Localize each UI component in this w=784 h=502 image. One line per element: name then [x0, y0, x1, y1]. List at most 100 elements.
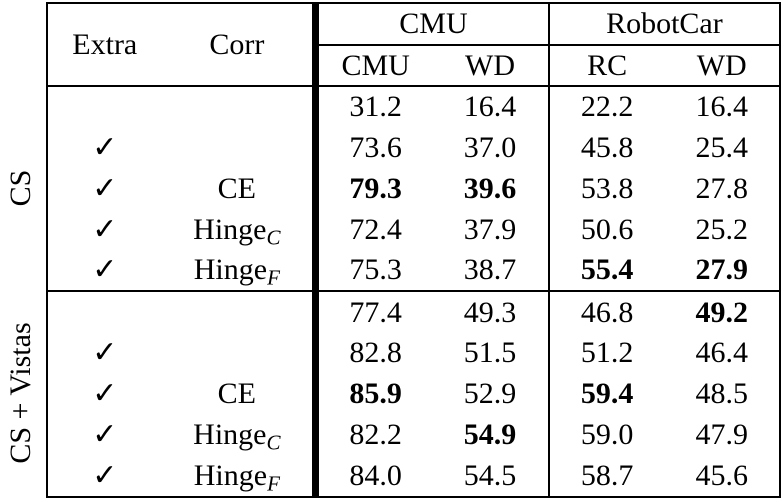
value-cell: 37.9 [463, 212, 517, 246]
checkmark-icon: ✓ [92, 377, 118, 411]
extra-cell: ✓ [47, 333, 162, 374]
table-row: 31.2 16.4 22.2 16.4 [47, 86, 780, 128]
extra-cell: ✓ [47, 127, 162, 168]
value-cell: 38.7 [463, 253, 517, 287]
value-cell: 25.4 [695, 130, 748, 164]
value-cell: 79.3 [312, 168, 433, 210]
value-cell: 47.9 [695, 418, 748, 452]
extra-cell: ✓ [47, 374, 162, 415]
value-cell: 51.5 [463, 336, 517, 370]
subheader-cmu: CMU [312, 45, 433, 86]
checkmark-icon: ✓ [92, 418, 118, 452]
value-cell: 25.2 [695, 212, 748, 246]
extra-cell: ✓ [47, 168, 162, 209]
checkmark-icon: ✓ [92, 171, 118, 205]
corr-cell [162, 127, 316, 168]
value-cell: 53.8 [547, 168, 665, 210]
corr-label: Hinge [193, 253, 268, 287]
table-row: ✓ HingeC 82.2 54.9 59.0 47.9 [47, 414, 780, 456]
value-cell: 51.2 [547, 332, 665, 374]
value-cell: 16.4 [463, 90, 517, 124]
corr-cell: HingeF [162, 456, 316, 497]
value-cell: 55.4 [547, 250, 665, 292]
extra-cell: ✓ [47, 209, 162, 250]
table-row: ✓ HingeF 75.3 38.7 55.4 27.9 [47, 250, 780, 292]
value-cell: 82.2 [312, 414, 433, 456]
sub-header-row: CMU WD RC WD [47, 45, 780, 86]
table-row: ✓ CE 79.3 39.6 53.8 27.8 [47, 168, 780, 210]
checkmark-icon: ✓ [92, 458, 118, 492]
checkmark-icon: ✓ [92, 253, 118, 287]
subheader-cmu-wd: WD [465, 48, 515, 82]
value-cell: 59.0 [547, 414, 665, 456]
corr-label: Hinge [193, 212, 267, 246]
value-cell: 46.4 [695, 336, 748, 370]
value-cell: 52.9 [463, 377, 517, 411]
column-header-corr: Corr [209, 27, 265, 61]
value-cell: 49.2 [664, 290, 780, 333]
value-cell: 54.9 [463, 418, 517, 452]
group-header-row: Extra Corr CMU RobotCar [47, 3, 780, 61]
corr-label: Hinge [193, 458, 268, 492]
corr-cell: HingeC [162, 209, 316, 250]
checkmark-icon: ✓ [92, 212, 118, 246]
table-row: ✓ 82.8 51.5 51.2 46.4 [47, 332, 780, 374]
subheader-rc: RC [547, 45, 665, 86]
extra-cell: ✓ [47, 456, 162, 497]
corr-cell: HingeF [162, 250, 316, 291]
corr-subscript: F [267, 265, 280, 290]
table-row: 77.4 49.3 46.8 49.2 [47, 290, 780, 333]
corr-cell: CE [162, 374, 316, 415]
corr-cell: CE [162, 168, 316, 209]
corr-cell [161, 290, 316, 333]
value-cell: 73.6 [312, 127, 433, 169]
side-label-cs-vistas: CS + Vistas [4, 322, 37, 464]
value-cell: 58.7 [547, 455, 665, 497]
extra-cell-empty [47, 290, 162, 333]
value-cell: 82.8 [312, 332, 433, 374]
column-header-extra: Extra [72, 27, 138, 61]
value-cell: 45.8 [547, 127, 665, 169]
value-cell: 59.4 [547, 373, 665, 415]
value-cell: 27.9 [695, 253, 748, 287]
value-cell: 31.2 [312, 86, 433, 128]
corr-label: Hinge [193, 418, 267, 452]
corr-cell [162, 333, 316, 374]
extra-cell-empty [47, 86, 162, 127]
table-row: ✓ 73.6 37.0 45.8 25.4 [47, 127, 780, 169]
group-header-cmu: CMU [312, 3, 549, 46]
table-row: ✓ HingeC 72.4 37.9 50.6 25.2 [47, 209, 780, 251]
table-row: ✓ HingeF 84.0 54.5 58.7 45.6 [47, 455, 780, 497]
value-cell: 75.3 [312, 250, 433, 292]
value-cell: 45.6 [695, 458, 748, 492]
value-cell: 46.8 [547, 290, 665, 333]
table-body: 31.2 16.4 22.2 16.4 ✓ 73.6 37.0 45.8 25.4 ✓ CE 79.3… [47, 86, 780, 497]
side-label-cs: CS [4, 169, 37, 207]
value-cell: 77.4 [312, 290, 433, 333]
value-cell: 39.6 [463, 171, 517, 205]
results-table-wrapper: Extra Corr CMU RobotCar CMU WD RC WD 31.… [46, 2, 781, 498]
subheader-rc-wd: WD [696, 48, 747, 82]
extra-cell: ✓ [47, 250, 162, 291]
value-cell: 49.3 [432, 290, 549, 333]
corr-subscript: C [266, 430, 281, 455]
value-cell: 16.4 [695, 90, 748, 124]
group-header-robotcar: RobotCar [547, 3, 780, 46]
extra-cell: ✓ [47, 415, 162, 456]
value-cell: 27.8 [695, 171, 748, 205]
results-table: Extra Corr CMU RobotCar CMU WD RC WD 31.… [46, 2, 781, 498]
corr-cell [162, 86, 316, 127]
value-cell: 84.0 [312, 455, 433, 497]
value-cell: 22.2 [547, 86, 665, 128]
value-cell: 85.9 [312, 373, 433, 415]
corr-label: CE [217, 171, 257, 205]
corr-subscript: F [267, 471, 280, 496]
value-cell: 54.5 [463, 458, 517, 492]
table-row: ✓ CE 85.9 52.9 59.4 48.5 [47, 373, 780, 415]
checkmark-icon: ✓ [92, 130, 118, 164]
checkmark-icon: ✓ [92, 336, 118, 370]
value-cell: 37.0 [463, 130, 517, 164]
value-cell: 50.6 [547, 209, 665, 251]
value-cell: 72.4 [312, 209, 433, 251]
corr-label: CE [217, 377, 257, 411]
